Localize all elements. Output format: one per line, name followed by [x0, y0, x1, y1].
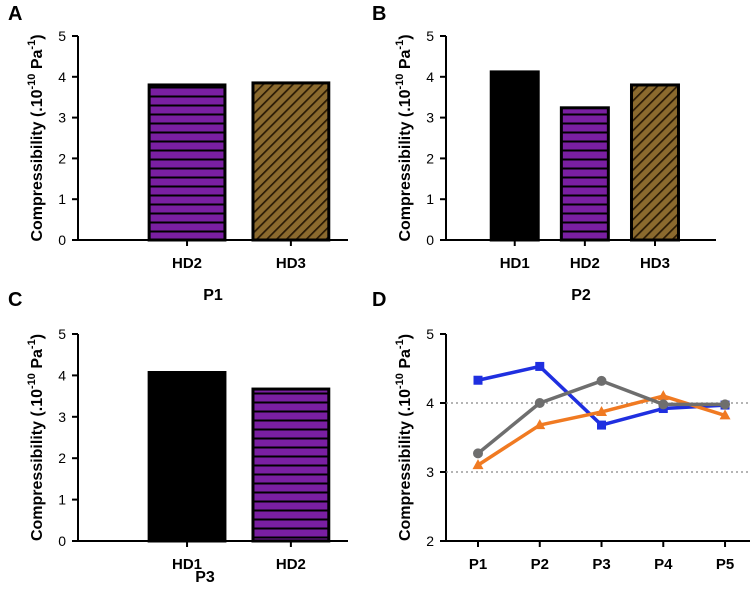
y-tick-label: 2	[58, 150, 66, 166]
y-axis-C: 0 1 2 3 4 5 Compressibility (.10-10 Pa-1)	[26, 326, 79, 549]
y-tick-label: 4	[58, 69, 66, 85]
point-blue	[473, 375, 483, 385]
point-orange	[534, 419, 546, 430]
y-axis-title-C: Compressibility (.10-10 Pa-1)	[26, 334, 46, 541]
x-axis-title-A: P1	[203, 287, 223, 304]
y-axis-title-part: -10	[394, 74, 406, 90]
point-orange	[657, 390, 669, 401]
x-tick-label-HD2: HD2	[570, 255, 600, 272]
y-tick-label: 3	[58, 110, 66, 126]
y-tick-label: 0	[58, 232, 66, 248]
x-tick-label-P4: P4	[654, 556, 673, 573]
y-tick-label: 1	[58, 492, 66, 508]
x-tick-label-HD1: HD1	[172, 556, 202, 573]
bar-B-HD3	[629, 83, 680, 242]
y-axis-title-part: )	[397, 34, 414, 39]
y-axis-title-part: -1	[394, 339, 406, 349]
y-tick-label: 3	[58, 409, 66, 425]
y-tick-label: 1	[58, 191, 66, 207]
x-tick-label-HD3: HD3	[276, 255, 306, 272]
point-orange	[596, 405, 608, 416]
y-axis-title-part: Compressibility (.10	[29, 389, 46, 541]
bar-B-HD1	[489, 70, 540, 242]
y-axis-title-part: Compressibility (.10	[29, 89, 46, 241]
y-axis-title-part: -10	[26, 373, 38, 389]
x-tick-label-HD2: HD2	[172, 255, 202, 272]
x-axis-title-C: P3	[195, 569, 215, 586]
y-axis-B: 0 1 2 3 4 5 Compressibility (.10-10 Pa-1)	[394, 28, 447, 248]
y-axis-title-part: -1	[26, 40, 38, 50]
bar-A-HD3	[251, 81, 331, 242]
point-blue	[535, 361, 545, 371]
y-axis-title-part: Compressibility (.10	[397, 89, 414, 241]
y-axis-A: 0 1 2 3 4 5 Compressibility (.10-10 Pa-1)	[26, 28, 79, 248]
point-orange	[472, 459, 484, 470]
x-tick-label-P5: P5	[716, 556, 734, 573]
y-axis-title-part: Pa	[29, 349, 46, 373]
y-axis-title-part: Pa	[397, 349, 414, 373]
point-gray	[534, 398, 545, 408]
y-tick-label: 5	[426, 326, 434, 342]
bar-B-HD2	[559, 106, 610, 242]
panel-letter-C: C	[8, 289, 22, 311]
y-axis-title-A: Compressibility (.10-10 Pa-1)	[26, 34, 46, 241]
panel-letter-B: B	[372, 3, 386, 25]
y-tick-label: 4	[426, 69, 434, 85]
y-axis-title-part: )	[29, 34, 46, 39]
point-orange	[719, 409, 731, 420]
y-tick-label: 2	[426, 150, 434, 166]
point-gray	[596, 375, 607, 386]
y-axis-title-part: Pa	[397, 49, 414, 73]
x-axis-title-B: P2	[571, 287, 591, 304]
y-axis-title-B: Compressibility (.10-10 Pa-1)	[394, 34, 414, 241]
y-tick-label: 0	[58, 533, 66, 549]
y-axis-title-part: -1	[394, 40, 406, 50]
panel-letter-D: D	[372, 289, 386, 311]
x-tick-label-HD1: HD1	[500, 255, 530, 272]
y-tick-label: 3	[426, 464, 434, 480]
y-axis-title-part: )	[29, 334, 46, 339]
y-axis-D: 2 3 4 5 Compressibility (.10-10 Pa-1)	[394, 326, 447, 549]
y-axis-title-part: )	[397, 334, 414, 339]
y-tick-label: 4	[426, 395, 434, 411]
bar-A-HD2	[147, 83, 227, 242]
x-tick-label-HD3: HD3	[640, 255, 670, 272]
y-tick-label: 5	[58, 28, 66, 44]
y-axis-title-part: Pa	[29, 49, 46, 73]
x-tick-label-P1: P1	[469, 556, 487, 573]
panel-letter-A: A	[8, 3, 22, 25]
x-tick-label-P2: P2	[531, 556, 549, 573]
y-tick-label: 5	[58, 326, 66, 342]
bar-C-HD2	[251, 387, 331, 543]
y-tick-label: 0	[426, 232, 434, 248]
point-blue	[597, 420, 607, 430]
y-axis-title-part: -10	[26, 74, 38, 90]
series-line-blue	[477, 364, 726, 427]
point-gray	[658, 399, 669, 410]
y-axis-title-D: Compressibility (.10-10 Pa-1)	[394, 334, 414, 541]
y-tick-label: 3	[426, 110, 434, 126]
y-tick-label: 2	[58, 450, 66, 466]
y-tick-label: 2	[426, 533, 434, 549]
y-axis-title-part: Compressibility (.10	[397, 389, 414, 541]
point-gray	[473, 448, 483, 459]
y-tick-label: 4	[58, 367, 66, 383]
y-axis-title-part: -1	[26, 339, 38, 349]
y-tick-label: 5	[426, 28, 434, 44]
y-axis-title-part: -10	[394, 373, 406, 389]
x-tick-label-P3: P3	[592, 556, 610, 573]
y-tick-label: 1	[426, 191, 434, 207]
x-tick-label-HD2: HD2	[276, 556, 306, 573]
bar-C-HD1	[147, 371, 227, 543]
point-gray	[720, 399, 731, 410]
